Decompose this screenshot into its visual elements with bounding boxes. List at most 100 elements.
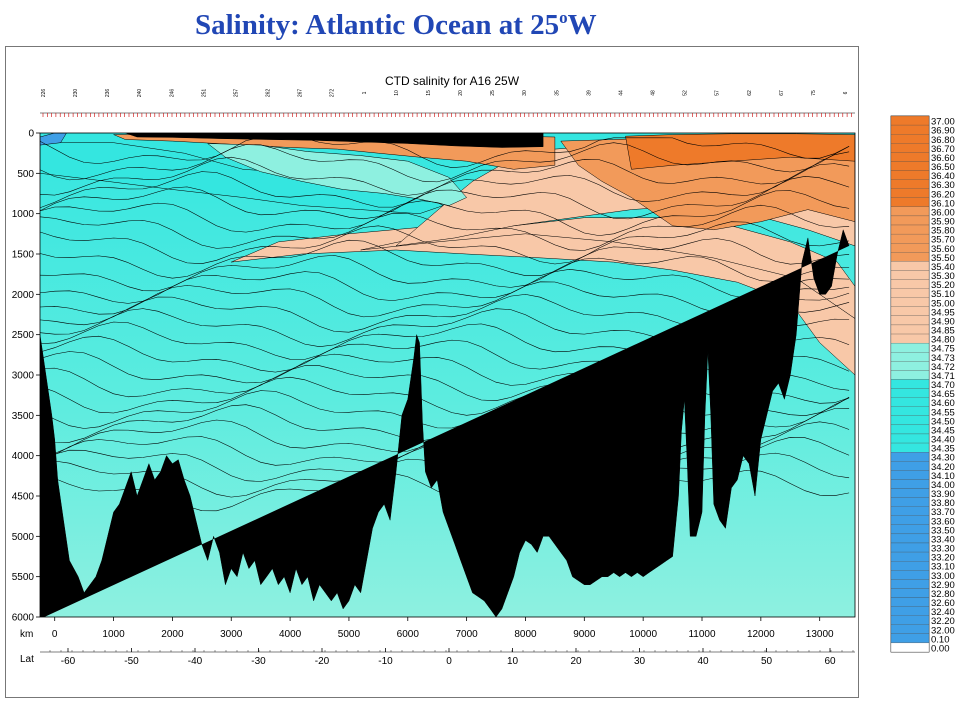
colorbar-level-label: 32.80 bbox=[931, 589, 955, 600]
colorbar-swatch bbox=[890, 579, 930, 589]
colorbar-level-label: 34.35 bbox=[931, 444, 955, 455]
station-label: 246 bbox=[169, 89, 175, 98]
colorbar-level-label: 32.90 bbox=[931, 580, 955, 591]
colorbar-swatch bbox=[890, 379, 930, 389]
colorbar-level-label: 34.45 bbox=[931, 425, 955, 436]
colorbar-swatch bbox=[890, 370, 930, 380]
colorbar-swatch bbox=[890, 206, 930, 217]
station-label: 48 bbox=[651, 90, 657, 96]
colorbar-level-label: 37.00 bbox=[931, 117, 955, 128]
station-label: 230 bbox=[73, 89, 79, 98]
isohaline-contour bbox=[40, 269, 850, 304]
colorbar-swatch bbox=[890, 533, 930, 544]
colorbar-swatch bbox=[890, 361, 930, 371]
colorbar-swatch bbox=[890, 606, 930, 616]
y-tick-label: 1500 bbox=[12, 250, 35, 261]
colorbar-level-label: 34.20 bbox=[931, 462, 955, 473]
station-label: 44 bbox=[618, 90, 624, 96]
lat-tick-label: -30 bbox=[251, 656, 266, 667]
colorbar-swatch bbox=[890, 506, 930, 516]
colorbar-level-label: 35.80 bbox=[931, 226, 955, 237]
station-label: 67 bbox=[779, 90, 785, 96]
x-tick-label: 6000 bbox=[397, 629, 420, 640]
colorbar-swatch bbox=[890, 397, 930, 407]
y-tick-label: 2000 bbox=[12, 290, 35, 301]
lat-tick-label: -50 bbox=[124, 656, 139, 667]
lat-tick-label: 20 bbox=[570, 656, 582, 667]
colorbar-swatch bbox=[890, 488, 930, 498]
colorbar-level-label: 33.10 bbox=[931, 562, 955, 573]
colorbar-level-label: 34.71 bbox=[931, 371, 955, 382]
y-tick-label: 4000 bbox=[12, 451, 35, 462]
colorbar-level-label: 35.20 bbox=[931, 280, 955, 291]
colorbar-swatch bbox=[890, 279, 930, 289]
colorbar-swatch bbox=[890, 143, 930, 153]
y-tick-label: 5000 bbox=[12, 532, 35, 543]
y-tick-label: 0 bbox=[28, 129, 34, 140]
colorbar-swatch bbox=[890, 597, 930, 607]
colorbar-level-label: 33.20 bbox=[931, 553, 955, 564]
lat-tick-label: 10 bbox=[507, 656, 519, 667]
colorbar-swatch bbox=[890, 324, 930, 335]
station-labels: 226 230 236 240 246 251 257 262 267 272 1 10 15 20 25 3… bbox=[40, 89, 855, 117]
colorbar-swatch bbox=[890, 515, 930, 525]
lat-tick-label: 0 bbox=[446, 656, 452, 667]
plot-title: CTD salinity for A16 25W bbox=[385, 74, 520, 88]
fresh-surface-blue-region bbox=[40, 133, 67, 146]
isohaline-contour bbox=[40, 163, 850, 209]
colorbar-swatch bbox=[890, 642, 930, 653]
station-label: 25 bbox=[490, 90, 496, 96]
lat-tick-label: -40 bbox=[188, 656, 203, 667]
colorbar-level-label: 34.00 bbox=[931, 480, 955, 491]
colorbar-level-label: 36.20 bbox=[931, 189, 955, 200]
isohaline-contour bbox=[40, 238, 850, 279]
colorbar-level-label: 33.00 bbox=[931, 571, 955, 582]
colorbar-swatch bbox=[890, 470, 930, 480]
colorbar-level-label: 36.10 bbox=[931, 198, 955, 209]
colorbar-swatch bbox=[890, 561, 930, 571]
isohaline-contour bbox=[40, 176, 850, 220]
colorbar-swatch bbox=[890, 170, 930, 180]
x-tick-label: 7000 bbox=[455, 629, 478, 640]
y-tick-label: 3000 bbox=[12, 371, 35, 382]
colorbar-level-label: 34.40 bbox=[931, 435, 955, 446]
colorbar-level-label: 34.65 bbox=[931, 389, 955, 400]
station-label: 52 bbox=[683, 90, 689, 96]
x-tick-label: 2000 bbox=[161, 629, 184, 640]
x-tick-label: 3000 bbox=[220, 629, 243, 640]
colorbar-level-label: 34.73 bbox=[931, 353, 955, 364]
station-label: 39 bbox=[586, 90, 592, 96]
colorbar-swatch bbox=[890, 315, 930, 326]
colorbar-swatch bbox=[890, 452, 930, 462]
colorbar-swatch bbox=[890, 342, 930, 353]
y-tick-label: 2500 bbox=[12, 330, 35, 341]
lat-tick-label: 40 bbox=[697, 656, 709, 667]
surface-contour-band bbox=[125, 133, 544, 148]
y-tick-label: 5500 bbox=[12, 572, 35, 583]
colorbar-level-label: 35.50 bbox=[931, 253, 955, 264]
colorbar-swatch bbox=[890, 615, 930, 625]
colorbar-level-label: 35.90 bbox=[931, 217, 955, 228]
station-label: 62 bbox=[747, 90, 753, 96]
colorbar-level-label: 34.30 bbox=[931, 453, 955, 464]
colorbar-level-label: 32.00 bbox=[931, 625, 955, 636]
x-axis-label: km bbox=[20, 629, 33, 640]
colorbar-level-label: 36.80 bbox=[931, 135, 955, 146]
colorbar-level-label: 36.70 bbox=[931, 144, 955, 155]
x-tick-label: 0 bbox=[52, 629, 58, 640]
colorbar-level-label: 34.75 bbox=[931, 344, 955, 355]
upper-peach-region bbox=[360, 217, 855, 319]
isohaline-contour bbox=[40, 151, 850, 196]
colorbar-level-label: 34.72 bbox=[931, 362, 955, 373]
colorbar-swatch bbox=[890, 542, 930, 553]
y-tick-label: 4500 bbox=[12, 492, 35, 503]
colorbar-level-label: 32.40 bbox=[931, 607, 955, 618]
colorbar-swatch bbox=[890, 288, 930, 298]
station-label: 75 bbox=[811, 90, 817, 96]
colorbar-swatch bbox=[890, 633, 930, 644]
lat-axis-label: Lat bbox=[20, 654, 34, 665]
colorbar-level-label: 34.55 bbox=[931, 407, 955, 418]
station-label: 262 bbox=[266, 89, 272, 98]
colorbar-swatch bbox=[890, 433, 930, 444]
